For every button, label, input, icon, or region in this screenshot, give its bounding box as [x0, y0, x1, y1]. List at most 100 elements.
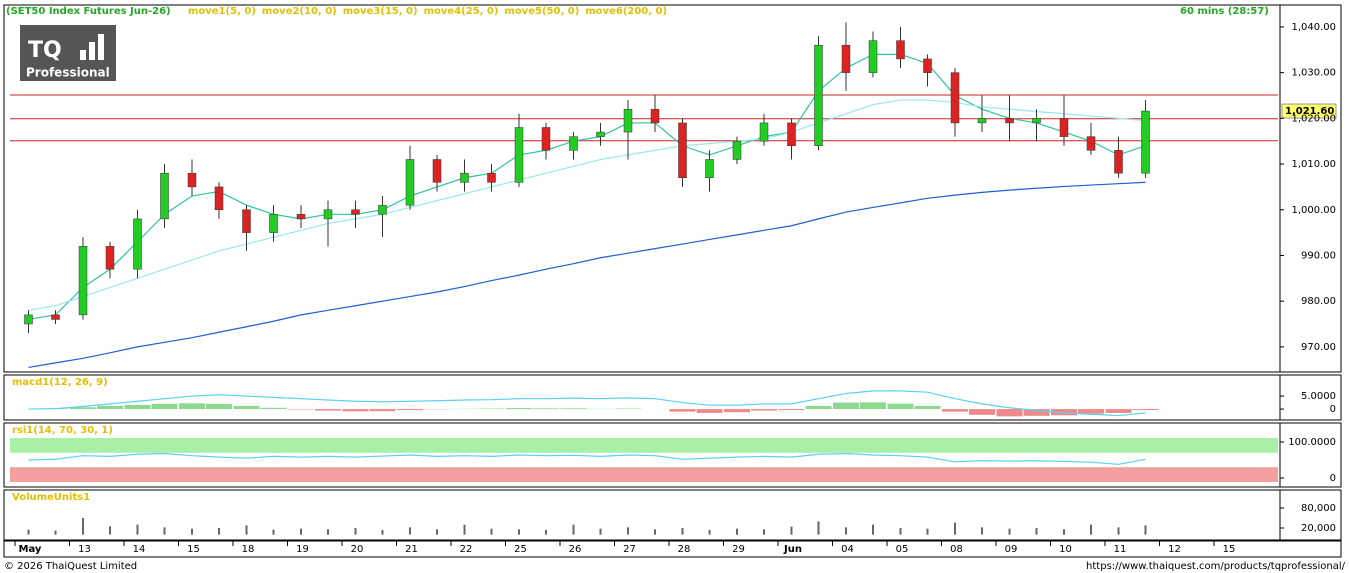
- volume-bar: [1090, 524, 1092, 535]
- volume-bar: [245, 525, 248, 535]
- y-tick-label: 80,000: [1301, 503, 1336, 514]
- x-axis: [3, 540, 1342, 558]
- volume-bar: [599, 528, 602, 535]
- panel-title: rsi1(14, 70, 30, 1): [12, 425, 113, 436]
- volume-bar: [817, 521, 820, 535]
- indicator-label: move6(200, 0): [585, 6, 667, 17]
- histogram-bar: [778, 409, 805, 411]
- volume-bar: [1144, 525, 1147, 535]
- panel-title: VolumeUnits1: [12, 492, 90, 503]
- x-tick-label: 19: [296, 544, 309, 555]
- volume-bar: [654, 529, 656, 535]
- candle-body: [1059, 118, 1069, 137]
- x-tick-label: 05: [896, 544, 909, 555]
- volume-bar: [545, 530, 547, 535]
- rsi-line: [28, 452, 1146, 465]
- candle-body: [596, 131, 605, 137]
- histogram-bar: [533, 408, 559, 410]
- volume-bar: [1035, 528, 1038, 535]
- moving-average: [28, 99, 1146, 311]
- x-tick-label: 08: [950, 544, 963, 555]
- indicator-label: move4(25, 0): [424, 6, 499, 17]
- histogram-bar: [1105, 409, 1132, 413]
- candle-body: [541, 127, 551, 151]
- histogram-bar: [669, 409, 696, 412]
- histogram-bar: [124, 404, 151, 410]
- x-tick-label: 11: [1114, 544, 1127, 555]
- volume-bar: [954, 522, 956, 535]
- volume-bar: [490, 528, 493, 535]
- volume-bar: [790, 526, 793, 535]
- histogram-bar: [70, 407, 96, 410]
- volume-bar: [109, 526, 111, 535]
- indicator-label: move2(10, 0): [262, 6, 337, 17]
- volume-bar: [981, 527, 983, 535]
- candle-body: [242, 209, 251, 233]
- instrument: (SET50 Index Futures Jun-26): [6, 6, 171, 17]
- last-price-box: [1281, 103, 1337, 119]
- histogram-bar: [833, 402, 859, 410]
- x-tick-label: 22: [460, 544, 473, 555]
- volume-bar: [926, 528, 929, 535]
- copyright: © 2026 ThaiQuest Limited: [4, 561, 137, 572]
- candle-body: [569, 136, 578, 151]
- histogram-bar: [233, 405, 260, 410]
- candle-body: [977, 118, 987, 124]
- candle-body: [78, 246, 88, 316]
- y-tick-label: 5.0000: [1301, 391, 1336, 402]
- candle-body: [1086, 136, 1096, 151]
- candle-body: [105, 246, 115, 270]
- histogram-bar: [1023, 409, 1050, 416]
- x-tick-label: 15: [187, 544, 200, 555]
- last-price-label: 1,021.60: [1285, 106, 1334, 117]
- y-tick-label: 0: [1330, 404, 1336, 415]
- histogram-bar: [751, 409, 777, 411]
- indicator-label: move3(15, 0): [343, 6, 418, 17]
- histogram-bar: [1078, 409, 1104, 414]
- y-tick-label: 20,000: [1301, 523, 1336, 534]
- x-tick-label: 27: [623, 544, 636, 555]
- y-tick-label: 1,040.00: [1291, 22, 1336, 33]
- moving-average: [28, 181, 1146, 369]
- volume-bar: [736, 528, 738, 535]
- x-tick-label: 26: [569, 544, 582, 555]
- oversold-band: [10, 467, 1278, 482]
- histogram-bar: [1132, 409, 1159, 411]
- histogram-bar: [206, 403, 232, 410]
- volume-bar: [191, 528, 193, 535]
- candle-body: [133, 218, 142, 270]
- x-tick-label: 13: [78, 544, 91, 555]
- candle-body: [759, 122, 769, 142]
- candle-body: [160, 172, 169, 220]
- candle-body: [1005, 118, 1014, 124]
- volume-bar: [163, 527, 166, 535]
- candle-body: [269, 214, 278, 233]
- candle-body: [841, 44, 851, 73]
- candle-body: [1114, 150, 1123, 174]
- volume-bar: [136, 524, 139, 535]
- x-tick-label: May: [19, 544, 42, 555]
- histogram-bar: [860, 402, 886, 410]
- y-tick-label: 1,010.00: [1291, 159, 1336, 170]
- volume-bar: [272, 529, 275, 535]
- candle-body: [896, 40, 905, 60]
- logo: TQ Professional: [20, 25, 116, 81]
- x-tick-label: 25: [514, 544, 527, 555]
- volume-bar: [300, 528, 302, 535]
- volume-bar: [409, 527, 411, 535]
- candle-body: [378, 204, 387, 215]
- y-tick-label: 980.00: [1301, 296, 1336, 307]
- histogram-bar: [696, 409, 723, 413]
- volume-bar: [381, 530, 384, 535]
- candle-body: [187, 172, 197, 188]
- logo-brand: TQ: [28, 38, 62, 63]
- volume-bar: [708, 530, 711, 535]
- histogram-bar: [996, 409, 1023, 417]
- panel-frame: [3, 374, 1342, 421]
- y-tick-label: 970.00: [1301, 342, 1336, 353]
- histogram-bar: [1051, 409, 1077, 416]
- volume-bar: [681, 528, 684, 535]
- histogram-bar: [615, 408, 641, 410]
- histogram-bar: [942, 409, 968, 412]
